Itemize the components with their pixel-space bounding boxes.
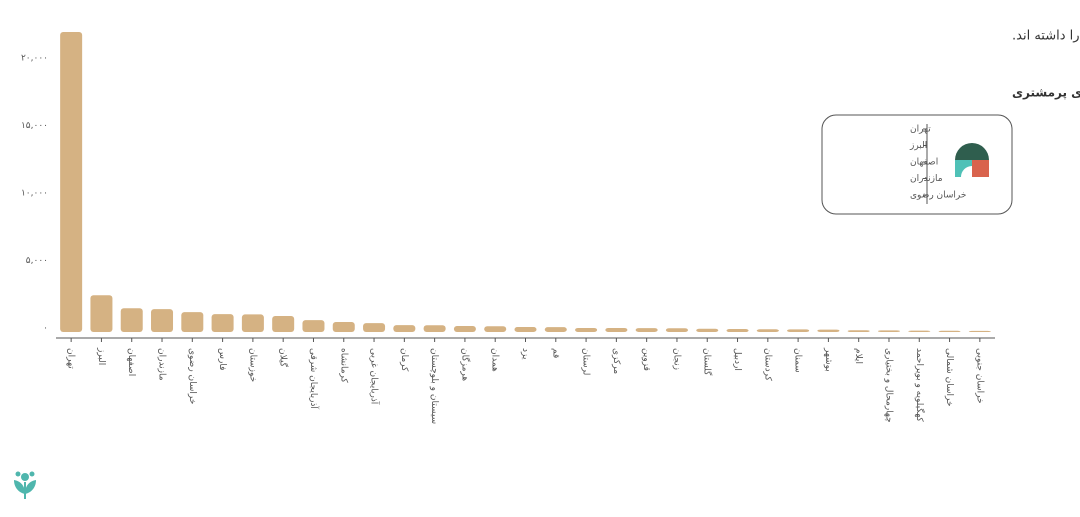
x-tick-label: سمنان [793, 348, 803, 373]
bar [817, 329, 840, 332]
x-tick-label: اردبیل [732, 348, 742, 371]
x-tick-label: همدان [490, 348, 500, 372]
x-tick-label: کرمان [399, 348, 409, 372]
x-tick-label: اصفهان [126, 348, 136, 376]
x-tick-label: خراسان جنوبی [974, 348, 984, 404]
bar [847, 330, 870, 332]
bar [151, 309, 174, 332]
inset-title: استان‌های پرمشتری [1012, 86, 1080, 100]
y-tick-label: ۱۰,۰۰۰ [21, 188, 48, 198]
bar [726, 329, 749, 332]
bar [514, 327, 537, 332]
bar [120, 308, 143, 332]
x-tick-label: ایلام [853, 348, 863, 364]
x-tick-label: خوزستان [247, 348, 257, 382]
bar [332, 322, 355, 332]
x-tick-label: قزوین [641, 348, 651, 371]
bar [423, 325, 446, 332]
x-tick-label: البرز [96, 347, 106, 365]
x-tick-label: سیستان و بلوچستان [429, 348, 439, 424]
x-tick-label: آذربایجان شرقی [308, 348, 320, 409]
y-tick-label: ۲۰,۰۰۰ [21, 53, 48, 63]
y-tick-label: ۰ [43, 324, 48, 334]
x-tick-label: گلستان [702, 348, 714, 376]
bar [211, 314, 234, 332]
bar [696, 328, 719, 332]
bar [575, 327, 598, 332]
x-tick-label: آذربایجان غربی [369, 348, 381, 405]
bar [393, 325, 416, 332]
chart-title: استان تهران بیشترین و استان خراسان جنوبی… [1012, 29, 1080, 44]
bar [90, 295, 113, 332]
bar [635, 328, 658, 332]
logo [14, 471, 36, 499]
bar [453, 326, 476, 332]
bar [241, 314, 264, 332]
inset-box [821, 114, 1013, 215]
inset-item: تهران [910, 125, 931, 135]
x-tick-label: مرکزی [611, 348, 621, 374]
bar [181, 312, 204, 332]
bar [484, 326, 507, 332]
x-tick-label: خراسان رضوی [187, 348, 197, 404]
x-tick-label: چهارمحال و بختیاری [883, 348, 893, 423]
y-tick-label: ۵,۰۰۰ [26, 256, 48, 266]
bar [756, 329, 779, 332]
bar [302, 320, 325, 332]
inset-item: اصفهان [910, 158, 938, 168]
inset-icon [955, 143, 989, 177]
x-tick-label: تهران [66, 348, 76, 369]
bar [908, 330, 931, 332]
x-tick-label: گیلان [278, 348, 290, 368]
inset-item: مازندران [910, 174, 943, 184]
x-tick-label: کرمانشاه [338, 348, 348, 384]
bar [665, 328, 688, 332]
bar [272, 316, 295, 332]
bar [877, 330, 900, 332]
x-tick-label: هرمزگان [459, 348, 471, 381]
x-tick-label: بوشهر [823, 347, 833, 372]
x-tick-label: زنجان [671, 348, 681, 370]
x-tick-label: لرستان [581, 348, 591, 375]
inset-item: البرز [909, 141, 927, 151]
x-tick-label: خراسان شمالی [944, 348, 954, 407]
bar [363, 323, 386, 332]
x-tick-label: فارس [217, 348, 227, 370]
x-tick-label: یزد [520, 348, 530, 360]
x-tick-label: مازندران [157, 348, 167, 381]
x-tick-label: کهگیلویه و بویراحمد [914, 348, 926, 422]
y-tick-label: ۱۵,۰۰۰ [21, 121, 48, 131]
bar [544, 327, 567, 332]
bar [938, 330, 961, 332]
x-tick-label: کردستان [762, 348, 772, 382]
bar [787, 329, 810, 332]
x-tick-label: قم [550, 348, 560, 358]
bar [968, 330, 991, 332]
bar [605, 327, 628, 332]
bar [60, 32, 83, 332]
inset-item: خراسان رضوی [910, 191, 966, 201]
